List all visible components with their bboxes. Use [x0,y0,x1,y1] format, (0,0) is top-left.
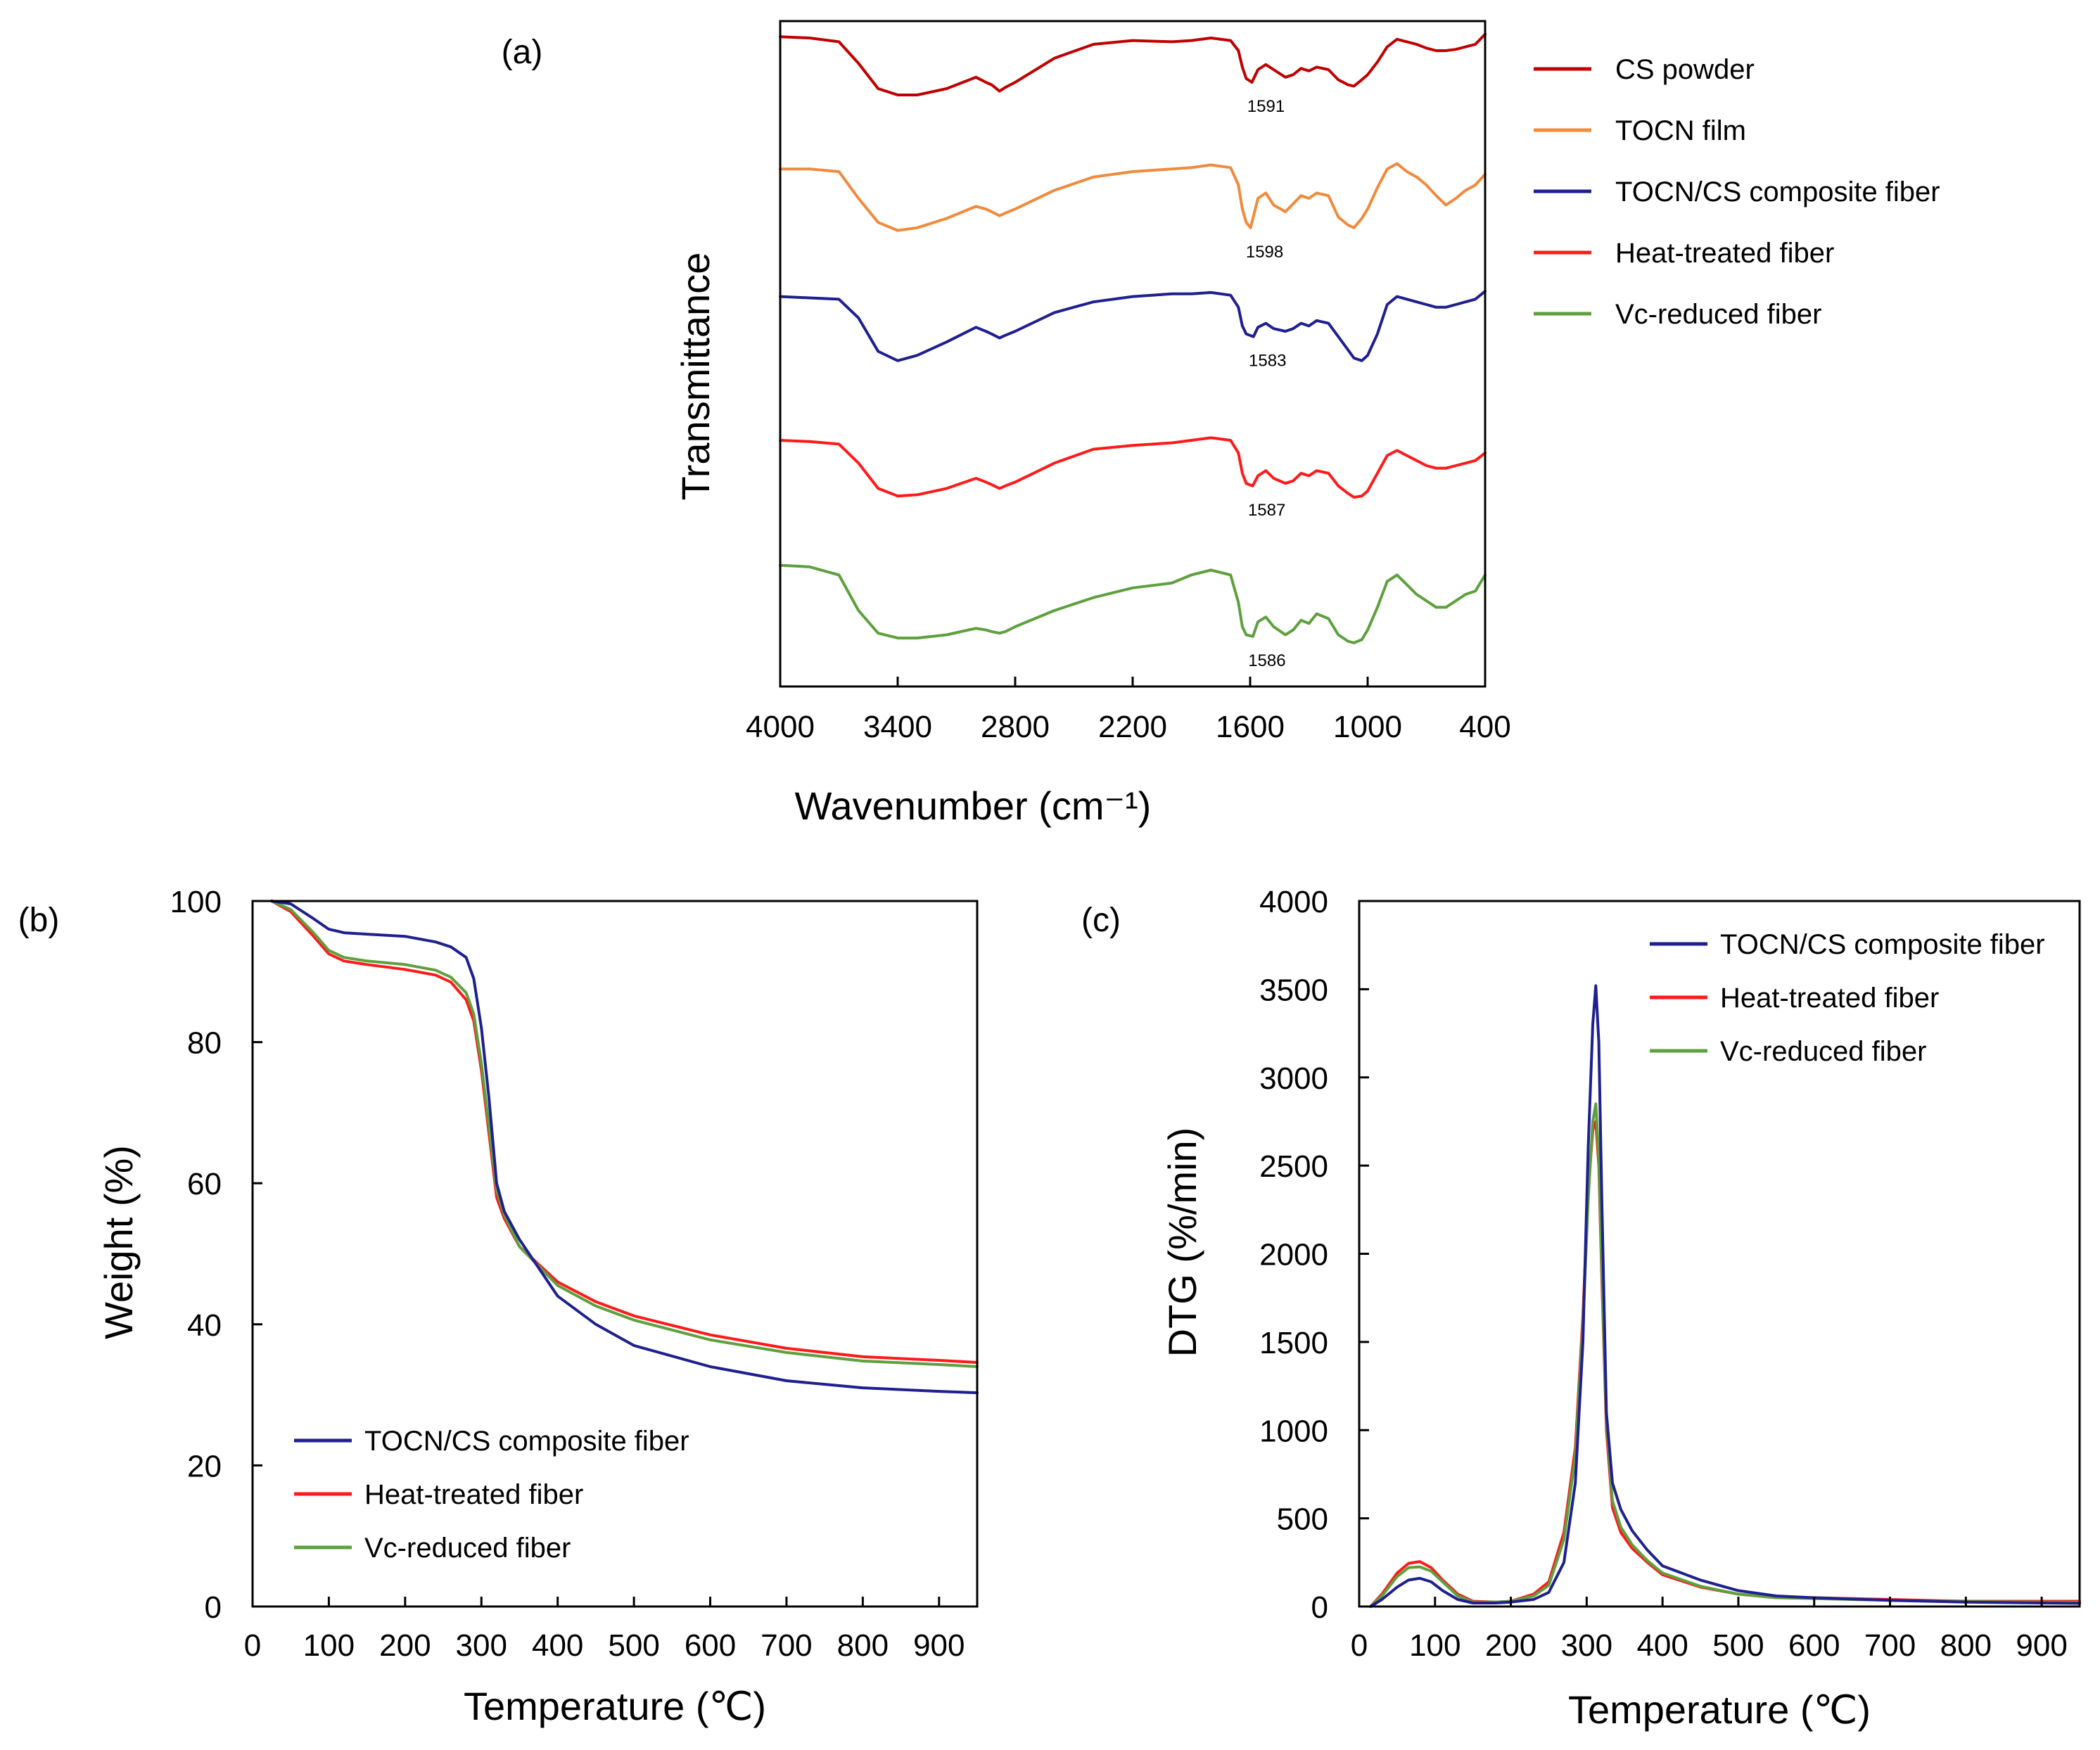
panel-c-x-tick-label: 600 [1788,1628,1840,1663]
panel-c-dtg: (c) DTG (%/min) Temperature (℃) 0 100 200 3… [1081,885,2081,1732]
panel-c-label: (c) [1081,902,1121,939]
panel-c-y-tick-label: 4000 [1259,885,1328,919]
panel-a-peak-label-1591: 1591 [1247,97,1285,116]
panel-a-legend-label-vc-reduced-fiber: Vc-reduced fiber [1615,299,1821,330]
panel-c-y-tick-label: 500 [1277,1502,1328,1537]
panel-b-y-tick-label: 20 [187,1449,222,1483]
panel-c-x-tick-label: 0 [1351,1628,1368,1663]
panel-c-x-tick-label: 500 [1712,1628,1764,1663]
panel-b-series-heat-treated-fiber [270,900,979,1364]
panel-c-y-tick-label: 1000 [1259,1414,1328,1448]
panel-a-legend-label-tocn-film: TOCN film [1615,115,1746,146]
panel-a-peak-annotations: 1591 1598 1583 1587 1586 [1246,97,1287,670]
panel-b-legend-label-heat-treated-fiber: Heat-treated fiber [364,1479,583,1510]
panel-a-curves [779,32,1487,644]
panel-b-x-tick-label: 500 [608,1628,659,1663]
panel-a-x-axis: 4000 3400 2800 2200 1600 1000 400 [746,677,1511,744]
panel-a-peak-label-1586: 1586 [1248,651,1285,670]
panel-b-x-tick-label: 0 [244,1628,261,1663]
panel-c-y-axis-title: DTG (%/min) [1160,1128,1204,1358]
panel-a-legend-label-heat-treated-fiber: Heat-treated fiber [1615,238,1834,269]
panel-c-legend: TOCN/CS composite fiber Heat-treated fibe… [1650,929,2045,1067]
panel-b-y-tick-label: 80 [187,1026,222,1061]
panel-a-x-tick-label: 2200 [1098,710,1167,744]
panel-c-plot-frame [1358,900,2081,1608]
panel-a-x-tick-label: 1600 [1216,710,1285,744]
panel-a-x-tick-label: 4000 [746,710,815,744]
panel-b-y-axis-title: Weight (%) [96,1145,141,1339]
panel-b-axes: 0 100 200 300 400 500 600 700 800 900 0 20 40 60 80 100 [170,885,965,1663]
panel-c-x-tick-label: 100 [1409,1628,1461,1663]
panel-b-series-vc-reduced-fiber [270,900,979,1368]
panel-c-curves [1369,984,2081,1608]
panel-b-x-axis-title: Temperature (℃) [464,1684,766,1728]
panel-c-series-heat-treated-fiber [1369,1120,2081,1608]
panel-c-y-tick-label: 3000 [1259,1061,1328,1096]
panel-b-series-tocn-cs-composite-fiber [270,900,979,1395]
panel-c-y-tick-label: 2500 [1259,1149,1328,1184]
panel-b-x-tick-label: 400 [532,1628,583,1663]
panel-b-curves [270,900,979,1395]
panel-b-label: (b) [18,902,60,939]
panel-a-label: (a) [502,34,543,71]
panel-b-x-tick-label: 700 [761,1628,812,1663]
panel-a-x-tick-label: 3400 [863,710,932,744]
panel-b-legend-label-vc-reduced-fiber: Vc-reduced fiber [364,1533,571,1564]
panel-a-legend: CS powder TOCN film TOCN/CS composite fibe… [1534,54,1940,330]
panel-c-x-tick-label: 400 [1636,1628,1688,1663]
panel-b-y-tick-label: 60 [187,1167,222,1201]
panel-c-x-tick-label: 200 [1485,1628,1536,1663]
panel-a-x-tick-label: 1000 [1333,710,1402,744]
panel-c-legend-label-heat-treated-fiber: Heat-treated fiber [1720,983,1939,1014]
panel-a-series-heat-treated-fiber [779,436,1487,499]
panel-c-y-tick-label: 2000 [1259,1238,1328,1272]
panel-c-axes: 0 100 200 300 400 500 600 700 800 900 0 500 1000 1500… [1259,885,2068,1663]
panel-a-y-axis-title: Transmittance [673,253,718,501]
panel-b-x-tick-label: 100 [303,1628,355,1663]
panel-b-x-tick-label: 300 [456,1628,507,1663]
panel-a-x-axis-title: Wavenumber (cm⁻¹) [795,784,1152,828]
panel-a-series-tocn-cs-composite-fiber [779,290,1487,362]
panel-c-y-tick-label: 3500 [1259,973,1328,1007]
panel-a-x-tick-label: 400 [1459,710,1510,744]
panel-c-y-tick-label: 1500 [1259,1326,1328,1360]
panel-b-x-tick-label: 200 [379,1628,431,1663]
panel-c-x-tick-label: 300 [1561,1628,1612,1663]
panel-a-series-vc-reduced-fiber [779,563,1487,644]
panel-c-x-tick-label: 900 [2016,1628,2067,1663]
panel-b-x-tick-label: 800 [837,1628,889,1663]
panel-a-peak-label-1598: 1598 [1246,243,1283,262]
panel-b-legend-label-tocn-cs-composite-fiber: TOCN/CS composite fiber [364,1426,689,1457]
panel-a-series-tocn-film [779,162,1487,232]
panel-b-legend: TOCN/CS composite fiber Heat-treated fibe… [294,1426,689,1564]
panel-a-plot-frame [779,20,1487,688]
panel-a-peak-label-1583: 1583 [1249,352,1286,371]
panel-c-x-tick-label: 800 [1940,1628,1992,1663]
panel-b-tga: (b) Weight (%) Temperature (℃) 0 100 200 30… [18,885,979,1728]
panel-c-x-tick-label: 700 [1864,1628,1916,1663]
panel-a-legend-label-cs-powder: CS powder [1615,54,1755,85]
panel-c-legend-label-vc-reduced-fiber: Vc-reduced fiber [1720,1036,1926,1067]
panel-b-y-tick-label: 40 [187,1308,222,1343]
panel-c-legend-label-tocn-cs-composite-fiber: TOCN/CS composite fiber [1720,929,2045,960]
panel-c-y-tick-label: 0 [1311,1590,1328,1625]
panel-b-plot-frame [251,900,979,1608]
panel-b-x-tick-label: 900 [913,1628,965,1663]
panel-c-x-axis-title: Temperature (℃) [1568,1687,1871,1732]
panel-a-ftir: (a) Transmittance Wavenumber (cm⁻¹) 1591… [502,20,1940,828]
panel-a-series-cs-powder [779,32,1487,96]
panel-b-y-tick-label: 100 [170,885,222,919]
panel-a-x-tick-label: 2800 [981,710,1050,744]
panel-c-series-tocn-cs-composite-fiber [1369,984,2081,1608]
panel-b-y-tick-label: 0 [205,1590,222,1625]
panel-c-series-vc-reduced-fiber [1369,1102,2081,1608]
panel-b-x-tick-label: 600 [685,1628,736,1663]
panel-a-legend-label-tocn-cs-composite-fiber: TOCN/CS composite fiber [1615,177,1940,207]
panel-a-peak-label-1587: 1587 [1248,501,1285,520]
